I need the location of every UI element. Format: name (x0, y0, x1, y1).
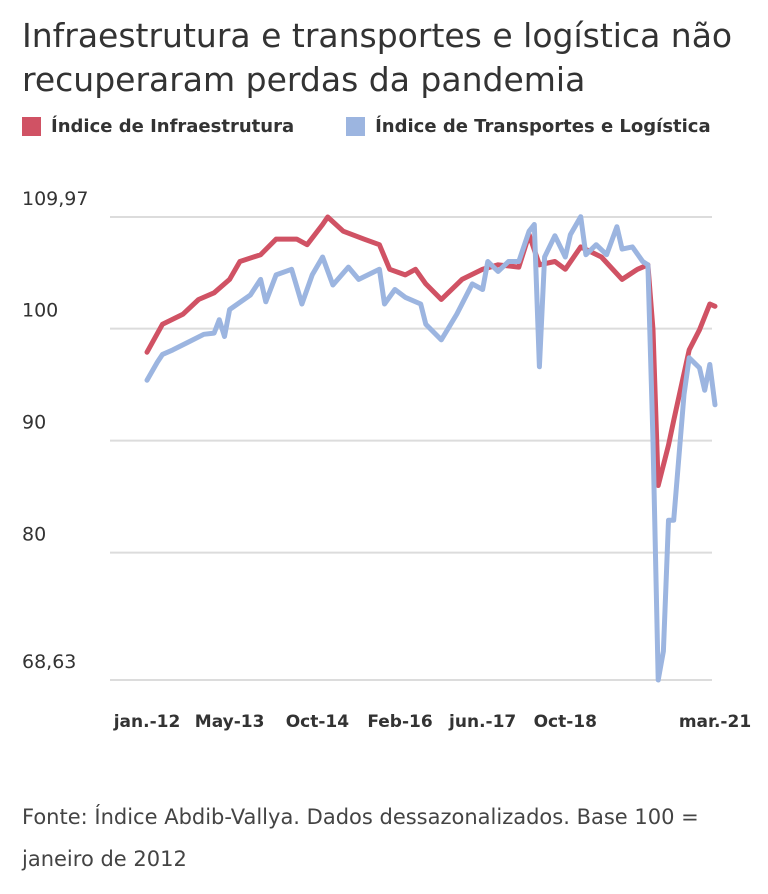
legend-item-infraestrutura: Índice de Infraestrutura (22, 116, 294, 137)
legend-label: Índice de Transportes e Logística (375, 116, 711, 137)
legend-swatch (346, 117, 366, 136)
y-tick-label: 109,97 (22, 188, 88, 210)
legend-swatch (22, 117, 41, 136)
y-tick-label: 68,63 (22, 651, 76, 673)
line-chart: 109,97 100 90 80 68,63 jan.-12 May-13 Oct-14 Feb… (22, 188, 751, 732)
y-tick-label: 100 (22, 300, 58, 322)
x-tick-label: Oct-18 (534, 712, 597, 732)
y-tick-label: 80 (22, 524, 46, 546)
y-tick-label: 90 (22, 412, 46, 434)
series-line-infraestrutura (144, 214, 718, 488)
x-tick-label: May-13 (195, 712, 265, 732)
x-tick-label: jun.-17 (448, 712, 516, 732)
chart-title: Infraestrutura e transportes e logística… (22, 16, 733, 99)
legend-label: Índice de Infraestrutura (51, 116, 295, 137)
x-tick-label: jan.-12 (113, 712, 181, 732)
x-tick-label: mar.-21 (679, 712, 751, 732)
source-note: Fonte: Índice Abdib-Vallya. Dados dessaz… (22, 805, 699, 871)
series-line-transportes (144, 214, 718, 683)
x-tick-label: Feb-16 (367, 712, 432, 732)
legend-item-transportes: Índice de Transportes e Logística (346, 116, 711, 137)
x-tick-label: Oct-14 (286, 712, 350, 732)
legend: Índice de Infraestrutura Índice de Trans… (22, 116, 763, 137)
